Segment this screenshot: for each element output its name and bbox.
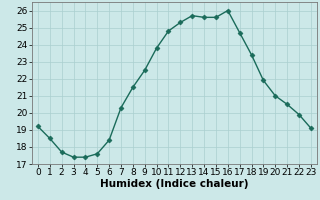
X-axis label: Humidex (Indice chaleur): Humidex (Indice chaleur) [100, 179, 249, 189]
